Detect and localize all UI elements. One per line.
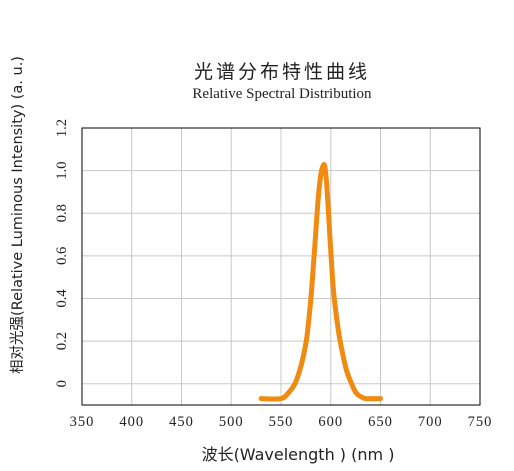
y-tick-label-0: 0 [54, 380, 70, 387]
y-tick-label-1.0: 1.0 [54, 162, 70, 180]
y-tick-labels: 0 0.2 0.4 0.6 0.8 1.0 1.2 [54, 119, 70, 387]
x-tick-label-750: 750 [468, 414, 493, 430]
x-tick-label-350: 350 [70, 414, 95, 430]
x-axis-label: 波长(Wavelength ) (nm ) [202, 445, 395, 464]
series-line [258, 162, 383, 402]
plot-area [81, 127, 481, 406]
y-tick-label-0.4: 0.4 [54, 289, 70, 308]
grid-lines [81, 127, 481, 405]
chart-subtitle: Relative Spectral Distribution [192, 86, 372, 102]
x-tick-labels: 350 400 450 500 550 600 650 700 750 [70, 414, 493, 430]
y-tick-label-1.2: 1.2 [54, 119, 70, 137]
y-tick-label-0.6: 0.6 [54, 247, 70, 265]
x-tick-label-600: 600 [318, 414, 343, 430]
y-tick-label-0.8: 0.8 [54, 204, 70, 222]
x-tick-label-550: 550 [269, 414, 294, 430]
chart-title: 光谱分布特性曲线 [194, 61, 370, 83]
y-tick-label-0.2: 0.2 [54, 332, 70, 350]
x-tick-label-450: 450 [169, 414, 194, 430]
y-axis-label: 相对光强(Relative Luminous Intensity) (a. u.… [9, 56, 26, 374]
x-tick-label-400: 400 [119, 414, 144, 430]
x-tick-label-700: 700 [418, 414, 443, 430]
x-tick-label-650: 650 [368, 414, 393, 430]
x-tick-label-500: 500 [219, 414, 244, 430]
